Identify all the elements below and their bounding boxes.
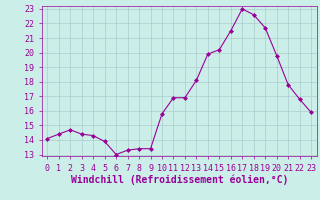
X-axis label: Windchill (Refroidissement éolien,°C): Windchill (Refroidissement éolien,°C) xyxy=(70,174,288,185)
